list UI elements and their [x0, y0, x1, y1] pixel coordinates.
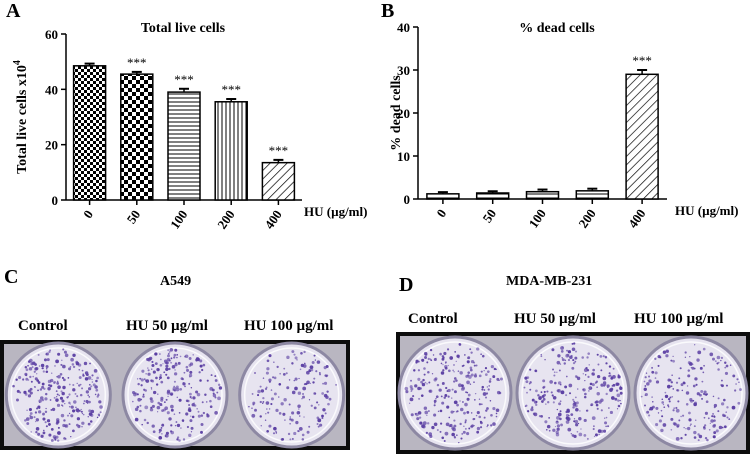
x-unit-label: HU (µg/ml) — [304, 204, 367, 219]
y-tick-label: 40 — [397, 20, 410, 35]
chart-total-live-cells: Total live cells Total live cells x104 0 20… — [12, 21, 367, 232]
colony-label-control-left: Control — [18, 318, 68, 334]
x-tick-label: 0 — [80, 207, 96, 221]
panel-label-d: D — [399, 274, 414, 296]
significance-marker: *** — [127, 55, 147, 70]
x-tick-label: 100 — [525, 206, 548, 231]
y-axis-label: Total live cells x104 — [12, 60, 30, 174]
x-tick-label: 0 — [433, 206, 449, 220]
significance-marker: *** — [221, 82, 241, 97]
bar — [525, 190, 560, 200]
colony-label-hu50-left: HU 50 µg/ml — [126, 318, 208, 334]
panel-label-a: A — [6, 0, 21, 22]
bar — [167, 91, 201, 201]
y-tick-label: 40 — [45, 82, 58, 97]
significance-marker: *** — [269, 143, 289, 158]
panel-label-b: B — [381, 0, 395, 22]
colony-label-control-right: Control — [408, 311, 458, 327]
colony-plate-photo-mda-mb-231 — [396, 332, 750, 454]
significance-marker: *** — [174, 72, 194, 87]
x-tick-label: 200 — [214, 207, 237, 232]
chart-title: % dead cells — [519, 21, 595, 36]
colony-cell-line-right: MDA-MB-231 — [506, 274, 593, 289]
y-axis-label: % dead cells — [389, 75, 404, 151]
bar — [575, 190, 610, 200]
y-tick-label: 20 — [397, 106, 410, 121]
x-tick-label: 50 — [124, 207, 144, 226]
colony-label-hu100-left: HU 100 µg/ml — [244, 318, 334, 334]
x-unit-label: HU (µg/ml) — [675, 203, 738, 218]
x-tick-label: 100 — [167, 207, 190, 232]
bar — [426, 193, 460, 200]
x-tick-label: 400 — [625, 206, 648, 231]
culture-dish — [397, 335, 513, 451]
colony-label-hu50-right: HU 50 µg/ml — [514, 311, 596, 327]
culture-dish — [515, 335, 631, 451]
culture-dish — [238, 341, 346, 449]
y-tick-label: 10 — [397, 149, 410, 164]
bar — [625, 73, 659, 200]
culture-dish — [121, 341, 229, 449]
significance-marker: *** — [632, 53, 652, 68]
chart-title: Total live cells — [141, 21, 226, 36]
colony-plate-photo-a549 — [0, 340, 350, 450]
y-tick-label: 0 — [52, 193, 59, 208]
y-tick-label: 30 — [397, 63, 410, 78]
culture-dish — [4, 341, 112, 449]
bar — [120, 73, 154, 201]
x-tick-label: 50 — [479, 206, 499, 225]
bar — [72, 65, 107, 201]
bar — [214, 101, 248, 201]
y-tick-label: 20 — [45, 138, 58, 153]
bar — [475, 192, 510, 200]
y-tick-label: 60 — [45, 27, 58, 42]
colony-cell-line-left: A549 — [160, 274, 192, 289]
bar — [261, 161, 296, 201]
colony-label-hu100-right: HU 100 µg/ml — [634, 311, 724, 327]
culture-dish — [633, 335, 749, 451]
y-tick-label: 0 — [404, 192, 411, 207]
x-tick-label: 400 — [261, 207, 284, 232]
x-tick-label: 200 — [575, 206, 598, 231]
panel-label-c: C — [4, 266, 19, 288]
